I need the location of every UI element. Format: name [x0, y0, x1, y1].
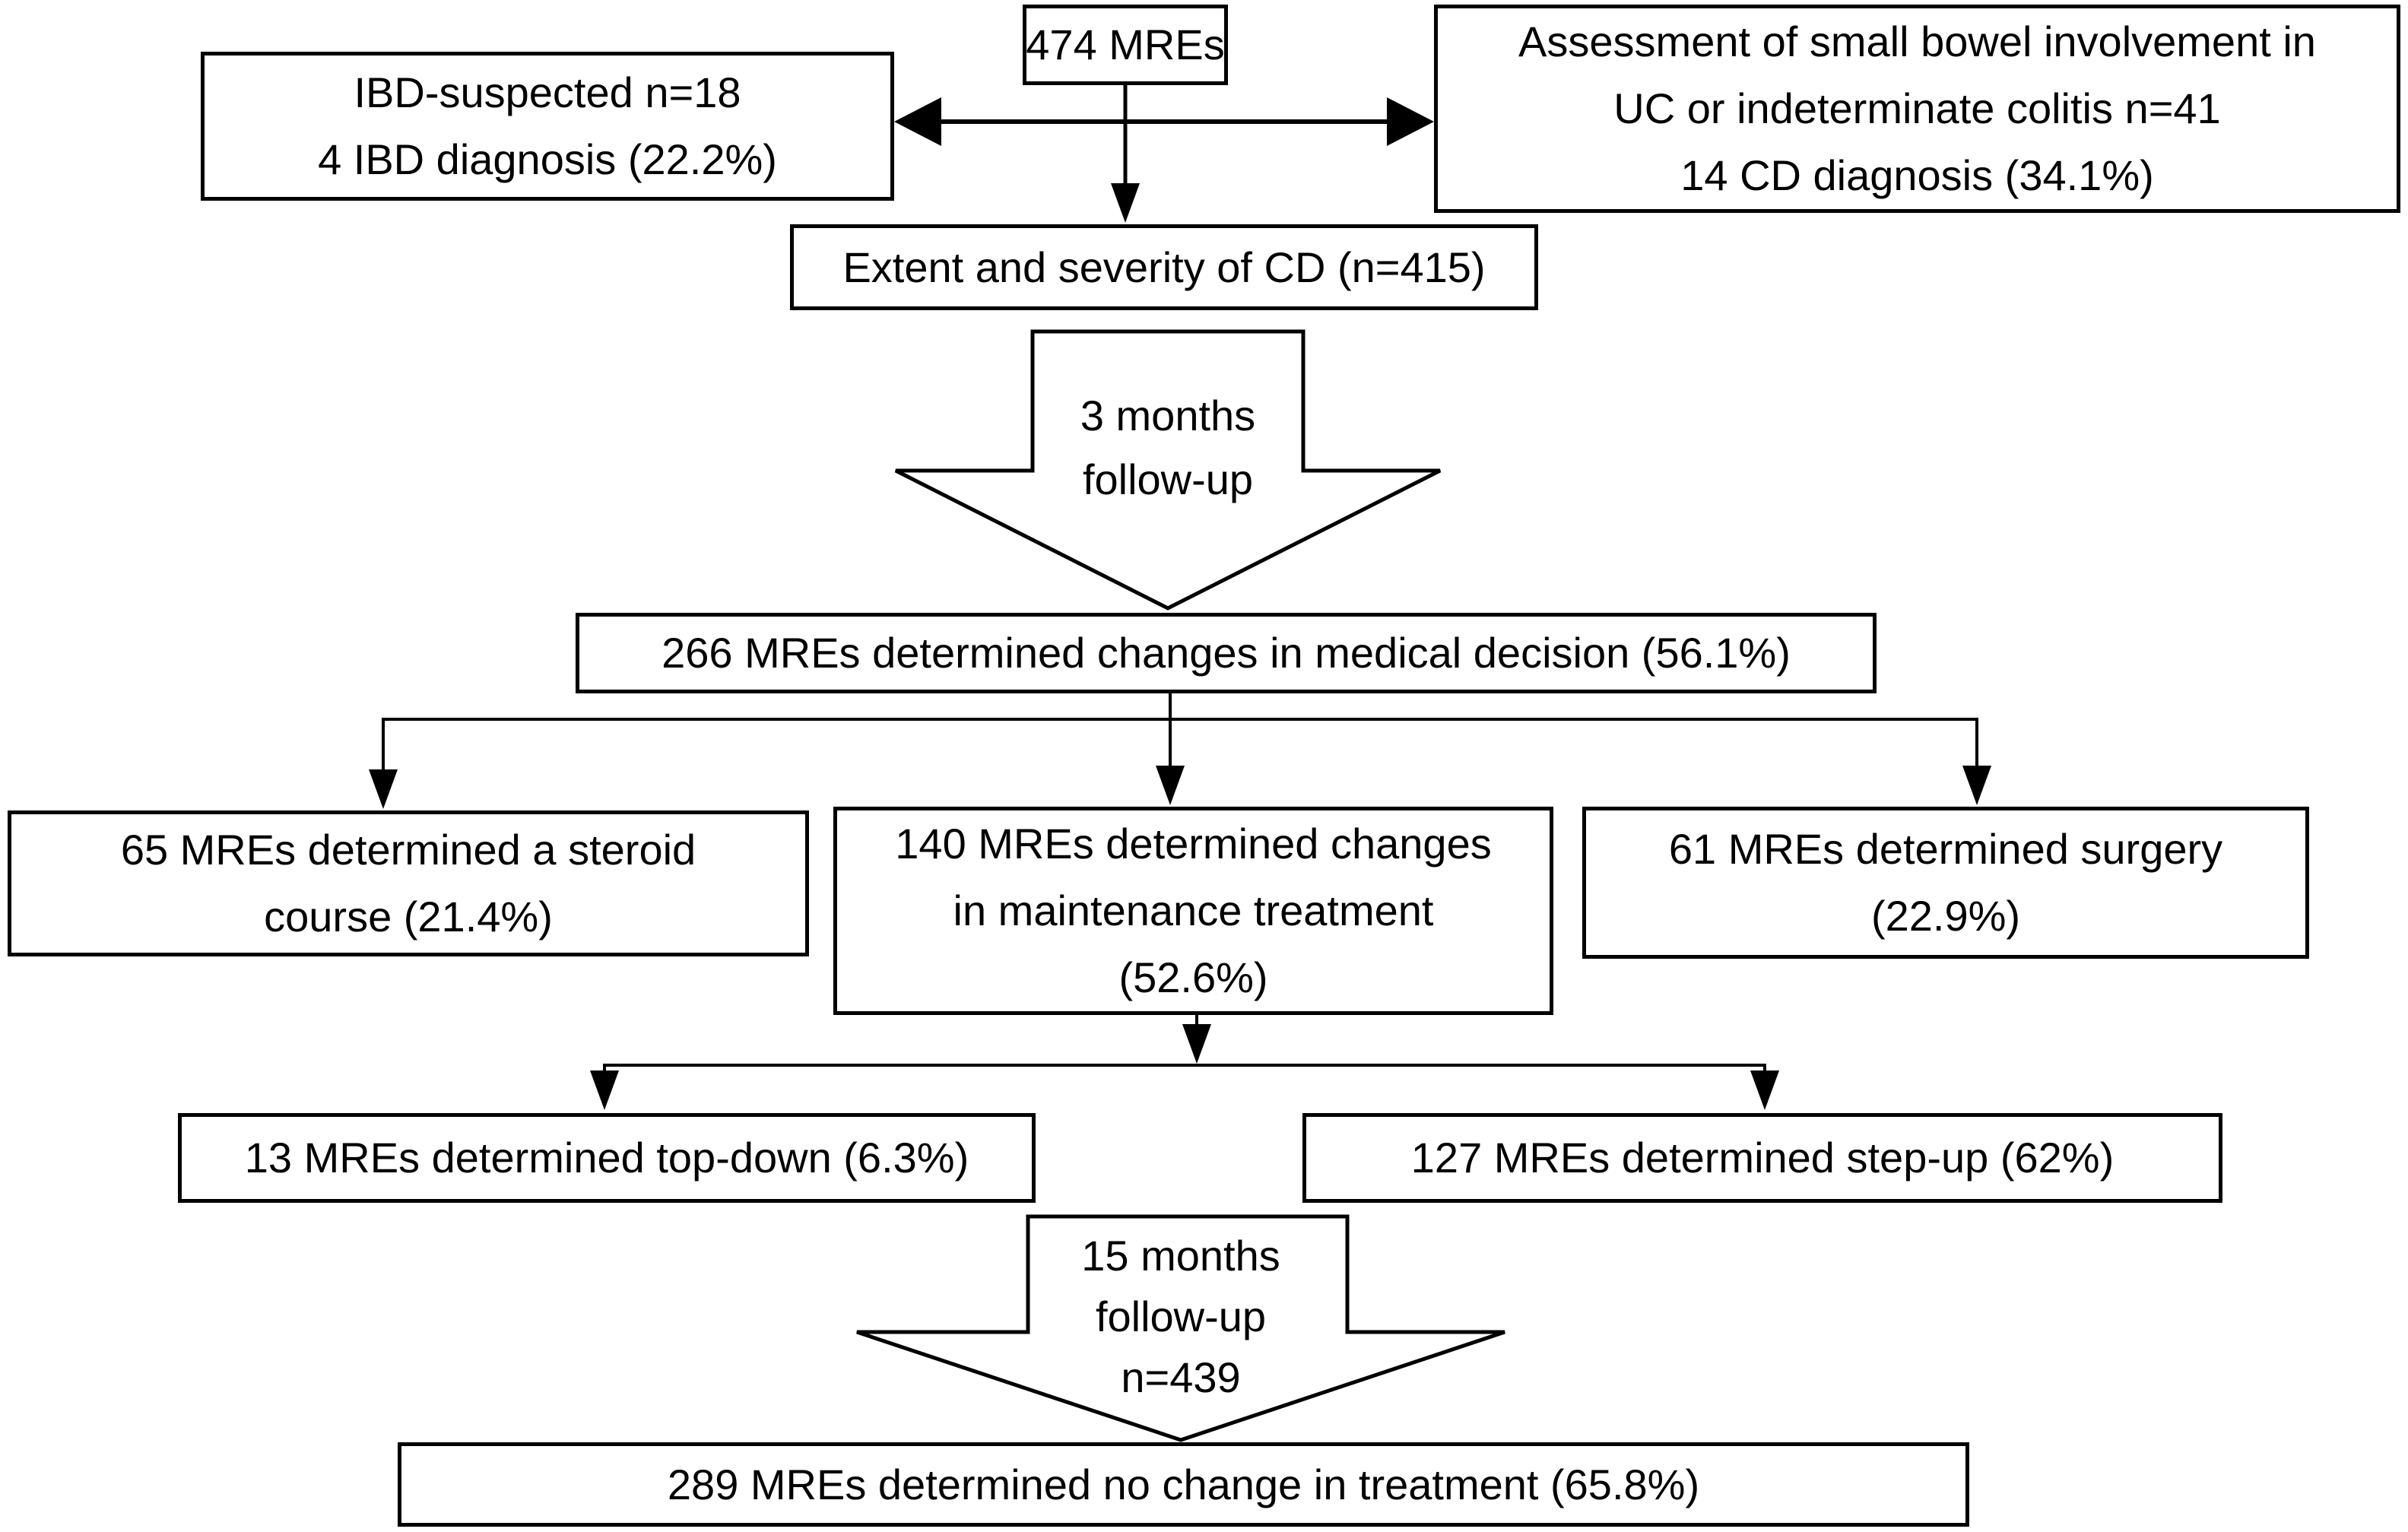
node-steroid-course: 65 MREs determined a steroid course (21.… — [8, 810, 809, 956]
down-arrowhead-icon — [1962, 766, 1991, 805]
right-arrowhead-icon — [1387, 97, 1434, 146]
node-ibd-suspected: IBD-suspected n=18 4 IBD diagnosis (22.2… — [201, 52, 894, 201]
node-step-up: 127 MREs determined step-up (62%) — [1302, 1113, 2222, 1203]
node-maintenance-line-2: in maintenance treatment — [953, 887, 1434, 934]
node-assessment-line-1: Assessment of small bowel involvement in — [1518, 17, 2316, 65]
node-medical-decision: 266 MREs determined changes in medical d… — [576, 613, 1877, 693]
node-assessment-small-bowel: Assessment of small bowel involvement in… — [1434, 5, 2400, 213]
node-medical-decision-text: 266 MREs determined changes in medical d… — [661, 629, 1791, 677]
node-ibd-suspected-line-2: 4 IBD diagnosis (22.2%) — [318, 135, 777, 183]
node-surgery: 61 MREs determined surgery (22.9%) — [1582, 807, 2309, 959]
down-arrowhead-icon — [369, 769, 398, 809]
followup-3months-line-1: 3 months — [1080, 392, 1256, 439]
down-arrowhead-icon — [1111, 183, 1140, 223]
node-top-down: 13 MREs determined top-down (6.3%) — [178, 1113, 1036, 1203]
followup-15months-label: 15 months follow-up n=439 — [991, 1226, 1371, 1408]
followup-3months-label: 3 months follow-up — [978, 384, 1358, 512]
left-arrowhead-icon — [894, 97, 941, 146]
node-steroid-course-line-1: 65 MREs determined a steroid — [120, 826, 696, 874]
followup-15months-line-2: follow-up — [1095, 1293, 1267, 1340]
node-extent-severity-text: Extent and severity of CD (n=415) — [842, 243, 1486, 291]
node-no-change: 289 MREs determined no change in treatme… — [398, 1442, 1969, 1527]
followup-15months-block-arrow — [856, 1214, 1505, 1442]
node-474-mres-text: 474 MREs — [1026, 21, 1225, 68]
followup-15months-line-1: 15 months — [1081, 1232, 1280, 1280]
node-474-mres: 474 MREs — [1023, 5, 1228, 85]
followup-15months-line-3: n=439 — [1121, 1353, 1241, 1401]
node-top-down-text: 13 MREs determined top-down (6.3%) — [244, 1134, 969, 1182]
node-step-up-text: 127 MREs determined step-up (62%) — [1410, 1134, 2115, 1182]
down-arrowhead-icon — [590, 1070, 619, 1110]
followup-3months-line-2: follow-up — [1082, 455, 1254, 503]
node-assessment-line-2: UC or indeterminate colitis n=41 — [1613, 84, 2221, 132]
node-surgery-line-2: (22.9%) — [1870, 892, 2021, 940]
node-no-change-text: 289 MREs determined no change in treatme… — [667, 1460, 1700, 1508]
down-arrowhead-icon — [1182, 1024, 1211, 1064]
node-extent-severity: Extent and severity of CD (n=415) — [790, 224, 1538, 310]
down-arrowhead-icon — [1156, 766, 1185, 805]
node-maintenance-line-1: 140 MREs determined changes — [895, 820, 1492, 867]
node-steroid-course-line-2: course (21.4%) — [264, 893, 553, 940]
node-maintenance-line-3: (52.6%) — [1118, 953, 1268, 1001]
followup-3months-block-arrow — [894, 329, 1442, 611]
node-assessment-line-3: 14 CD diagnosis (34.1%) — [1680, 151, 2154, 199]
down-arrowhead-icon — [1750, 1070, 1779, 1110]
node-maintenance-treatment: 140 MREs determined changes in maintenan… — [833, 807, 1553, 1015]
node-surgery-line-1: 61 MREs determined surgery — [1668, 825, 2223, 873]
node-ibd-suspected-line-1: IBD-suspected n=18 — [354, 68, 741, 116]
